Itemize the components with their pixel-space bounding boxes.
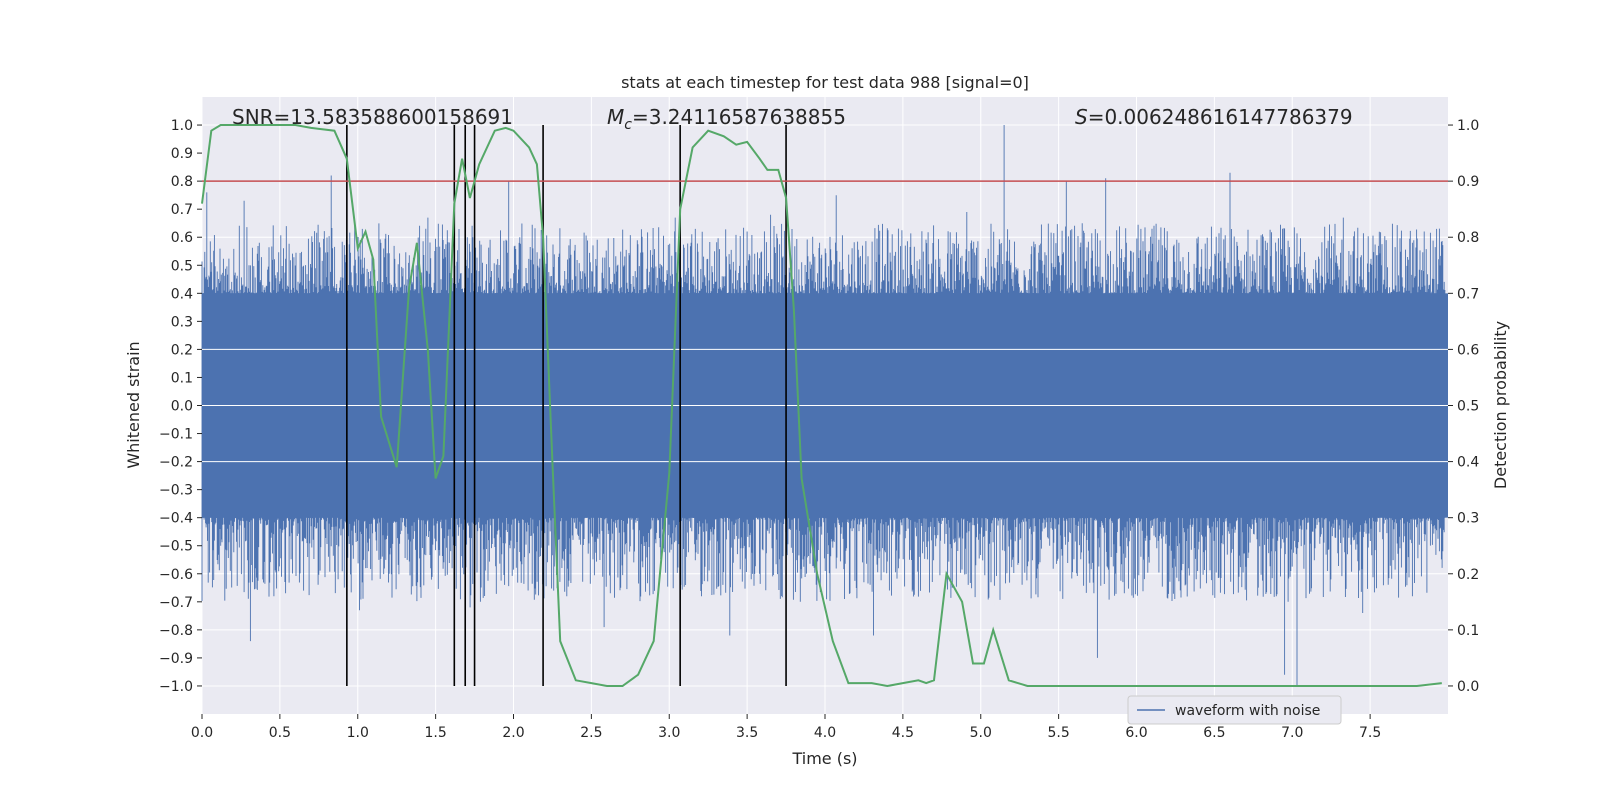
legend: waveform with noise [1127,695,1342,725]
snr-annotation: SNR=13.583588600158691 [232,105,513,129]
x-axis-label: Time (s) [791,749,857,768]
x-tick-label-4: 2.0 [502,725,524,741]
y-left-tick-label-4: 0.6 [171,230,193,246]
s-value: =0.006248616147786379 [1088,105,1353,129]
y-left-tick-label-5: 0.5 [171,258,193,274]
legend-label: waveform with noise [1175,703,1320,719]
y-right-axis-ticks: 1.0 0.9 0.8 0.7 0.6 0.5 0.4 0.3 0.2 0.1 0.0 [1448,118,1479,695]
y-left-tick-label-14: −0.4 [159,511,193,527]
waveform-series [201,125,1448,686]
y-right-tick-label-9: 0.1 [1457,623,1479,639]
x-tick-label-12: 6.0 [1125,725,1147,741]
y-left-tick-label-3: 0.7 [171,202,193,218]
x-tick-label-9: 4.5 [892,725,914,741]
y-left-tick-label-13: −0.3 [159,483,193,499]
y-right-tick-label-0: 1.0 [1457,118,1479,134]
x-tick-label-14: 7.0 [1281,725,1303,741]
y-right-tick-label-4: 0.6 [1457,342,1479,358]
y-left-axis-label: Whitened strain [124,341,143,468]
y-left-tick-label-19: −0.9 [159,651,193,667]
x-tick-label-6: 3.0 [658,725,680,741]
y-right-axis-label: Detection probability [1491,321,1510,489]
s-symbol: S [1075,105,1088,129]
y-right-tick-label-6: 0.4 [1457,455,1479,471]
y-left-tick-label-17: −0.7 [159,595,193,611]
y-right-tick-label-5: 0.5 [1457,399,1479,415]
y-right-tick-label-2: 0.8 [1457,230,1479,246]
chirp-mass-symbol: M [607,105,624,129]
x-tick-label-0: 0.0 [191,725,213,741]
chirp-mass-subscript: c [624,117,632,133]
y-right-tick-label-3: 0.7 [1457,286,1479,302]
probability-line [201,124,1442,688]
y-left-tick-label-2: 0.8 [171,174,193,190]
y-right-tick-label-1: 0.9 [1457,174,1479,190]
y-left-tick-label-15: −0.5 [159,539,193,555]
y-left-tick-label-10: 0.0 [171,399,193,415]
x-tick-label-11: 5.5 [1047,725,1069,741]
x-tick-label-15: 7.5 [1359,725,1381,741]
x-tick-label-1: 0.5 [269,725,291,741]
y-left-tick-label-20: −1.0 [159,679,193,695]
x-tick-label-5: 2.5 [580,725,602,741]
legend-box [1127,695,1342,725]
probability-series [201,124,1442,688]
x-tick-label-10: 5.0 [970,725,992,741]
y-left-tick-label-12: −0.2 [159,455,193,471]
y-left-tick-label-7: 0.3 [171,314,193,330]
y-left-tick-label-8: 0.2 [171,342,193,358]
chirp-mass-value: =3.24116587638855 [632,105,846,129]
y-left-axis-ticks: 1.0 0.9 0.8 0.7 0.6 0.5 0.4 0.3 0.2 0.1 0.0 −0.1 −0.… [159,118,202,695]
y-left-tick-label-1: 0.9 [171,146,193,162]
s-annotation: S=0.006248616147786379 [1075,105,1353,129]
chart-title: stats at each timestep for test data 988… [621,73,1029,92]
y-right-tick-label-7: 0.3 [1457,511,1479,527]
y-left-tick-label-9: 0.1 [171,370,193,386]
y-right-tick-label-8: 0.2 [1457,567,1479,583]
x-tick-label-2: 1.0 [347,725,369,741]
y-left-tick-label-11: −0.1 [159,427,193,443]
x-tick-label-3: 1.5 [424,725,446,741]
y-right-tick-label-10: 0.0 [1457,679,1479,695]
y-left-tick-label-0: 1.0 [171,118,193,134]
chirp-mass-annotation: Mc=3.24116587638855 [607,105,846,133]
x-tick-label-7: 3.5 [736,725,758,741]
y-left-tick-label-6: 0.4 [171,286,193,302]
y-left-tick-label-16: −0.6 [159,567,193,583]
x-axis-ticks: 0.0 0.5 1.0 1.5 2.0 2.5 3.0 3.5 4.0 4.5 5.0 5.5 6.0 6… [191,714,1381,741]
x-tick-label-8: 4.0 [814,725,836,741]
y-left-tick-label-18: −0.8 [159,623,193,639]
x-tick-label-13: 6.5 [1203,725,1225,741]
